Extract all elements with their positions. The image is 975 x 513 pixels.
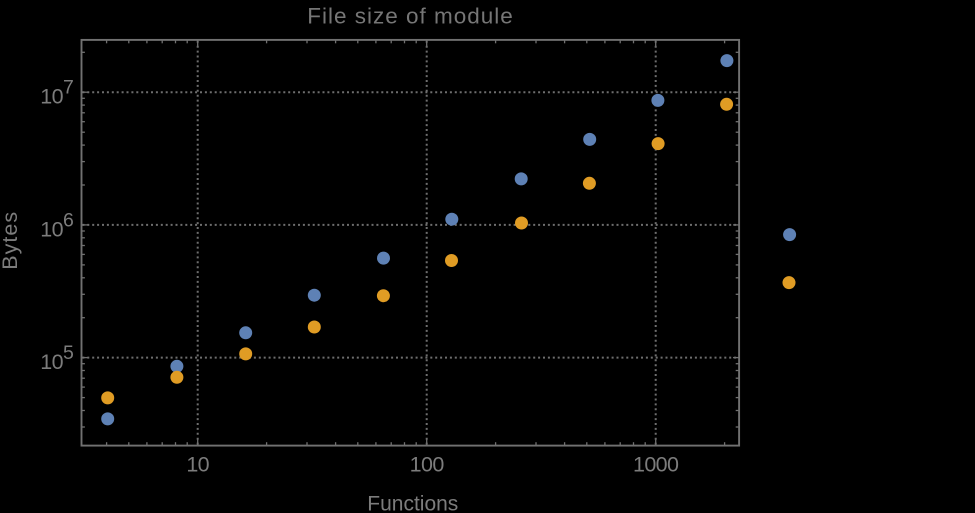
svg-text:5: 5	[63, 342, 74, 364]
svg-text:7: 7	[63, 77, 74, 99]
svg-text:100: 100	[410, 452, 445, 476]
svg-text:File size of module: File size of module	[307, 4, 514, 29]
svg-text:10: 10	[186, 452, 209, 476]
svg-text:1000: 1000	[633, 452, 679, 476]
svg-text:10: 10	[40, 350, 63, 374]
svg-text:Functions: Functions	[367, 493, 458, 513]
svg-text:Bytes: Bytes	[0, 211, 22, 270]
svg-text:6: 6	[63, 209, 74, 231]
svg-text:10: 10	[40, 85, 63, 109]
svg-text:10: 10	[40, 217, 63, 241]
